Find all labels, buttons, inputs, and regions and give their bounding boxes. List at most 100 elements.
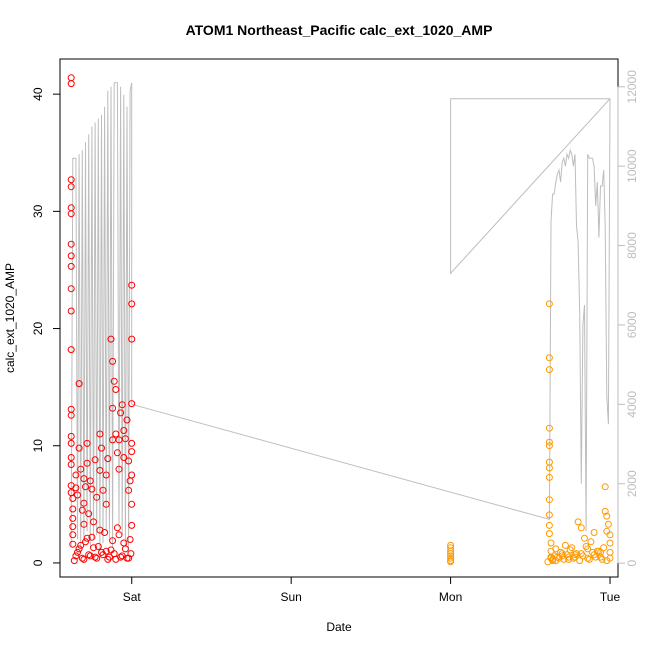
data-point: [447, 558, 455, 566]
y-tick-label-left: 30: [31, 204, 45, 218]
data-point: [573, 550, 580, 558]
data-point: [104, 455, 112, 463]
data-point: [67, 240, 75, 248]
data-point: [600, 544, 608, 552]
data-point: [85, 510, 93, 518]
data-point: [574, 518, 582, 526]
data-point: [545, 511, 553, 519]
data-point: [577, 524, 585, 532]
y-tick-label-right: 4000: [625, 391, 639, 418]
line-layer: [70, 82, 611, 552]
data-point: [601, 483, 609, 491]
y-tick-label-left: 10: [31, 439, 45, 453]
data-point: [603, 512, 611, 520]
data-point: [99, 486, 107, 494]
data-point: [67, 285, 75, 293]
data-point: [557, 548, 565, 556]
data-point: [82, 483, 89, 491]
data-point: [93, 493, 101, 501]
data-point: [545, 366, 553, 374]
x-tick-label: Sun: [280, 590, 301, 604]
data-point: [585, 555, 593, 563]
data-point: [552, 557, 560, 565]
data-point: [67, 461, 75, 468]
data-point: [88, 485, 96, 493]
data-point: [125, 486, 133, 494]
y-tick-label-right: 8000: [625, 232, 639, 259]
data-point: [69, 540, 77, 548]
data-point: [118, 401, 126, 409]
data-point: [113, 449, 121, 457]
data-point: [67, 80, 75, 88]
y-tick-label-right: 12000: [625, 70, 639, 104]
data-point: [561, 541, 569, 549]
data-point: [128, 300, 136, 308]
data-point: [91, 456, 99, 464]
data-point: [109, 357, 117, 365]
data-point: [128, 439, 136, 447]
data-point: [545, 530, 553, 538]
data-point: [590, 529, 598, 536]
data-point: [545, 300, 553, 308]
data-point: [72, 484, 80, 492]
y-tick-label-right: 2000: [625, 470, 639, 497]
data-point: [86, 477, 94, 485]
data-point: [98, 444, 105, 452]
data-point: [547, 539, 555, 547]
data-point: [107, 335, 115, 343]
data-point: [581, 534, 588, 542]
data-point: [566, 546, 574, 554]
data-point: [126, 536, 134, 543]
x-tick-label: Mon: [439, 590, 462, 604]
data-point: [75, 545, 83, 553]
data-point: [115, 465, 123, 473]
data-point: [82, 538, 89, 546]
data-point: [582, 543, 590, 550]
data-point: [75, 444, 83, 452]
data-point: [447, 547, 455, 555]
data-point: [109, 404, 117, 412]
data-point: [91, 553, 99, 561]
data-point: [96, 466, 104, 474]
data-point: [128, 448, 136, 456]
data-point: [74, 548, 81, 556]
data-point: [67, 411, 75, 419]
data-point: [563, 551, 571, 559]
data-point: [121, 545, 129, 553]
data-point: [571, 553, 579, 561]
data-point: [115, 436, 123, 444]
data-point: [128, 400, 136, 408]
y-tick-label-left: 40: [31, 87, 45, 101]
data-point: [577, 550, 585, 558]
data-point: [67, 183, 75, 191]
data-point: [590, 551, 598, 559]
y-tick-label-right: 10000: [625, 149, 639, 183]
data-point: [88, 533, 96, 541]
data-point: [70, 557, 78, 565]
plot-frame: [59, 58, 619, 578]
data-point: [69, 514, 77, 522]
data-point: [94, 543, 102, 550]
data-point: [67, 454, 75, 461]
data-point: [128, 521, 136, 529]
data-point: [83, 439, 91, 447]
chart-title: ATOM1 Northeast_Pacific calc_ext_1020_AM…: [186, 22, 493, 38]
data-point: [545, 464, 553, 472]
data-point: [545, 438, 553, 446]
data-point: [109, 537, 117, 545]
data-point: [128, 335, 136, 343]
data-point: [77, 465, 85, 473]
data-point: [112, 430, 120, 438]
data-point: [67, 307, 75, 315]
data-point: [121, 435, 129, 443]
y-axis-label: calc_ext_1020_AMP: [3, 263, 17, 373]
data-point: [128, 281, 136, 289]
axes-layer: Sat Sun Mon Tue 0 10 20 30 40 0 2000 4000 6000 8000 10…: [31, 70, 639, 604]
data-point: [587, 538, 595, 546]
data-point: [105, 553, 113, 561]
data-point: [128, 500, 136, 508]
data-point: [93, 554, 101, 562]
data-point: [597, 548, 604, 556]
data-point: [120, 427, 128, 434]
